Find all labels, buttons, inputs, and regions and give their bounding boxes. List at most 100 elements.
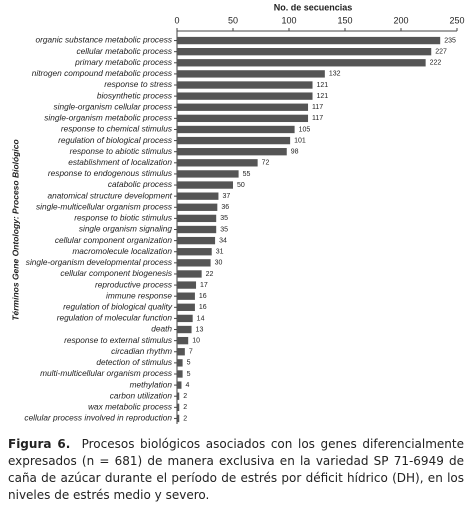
bar [177,403,180,411]
bar [177,281,197,289]
bar [177,103,309,111]
y-tick-label: carbon utilization [110,390,173,400]
x-tick-label: 150 [337,15,352,25]
y-tick-label: multi-multicellular organism process [40,368,172,378]
bar [177,92,313,100]
y-tick-label: anatomical structure development [47,190,172,200]
value-label: 13 [196,326,204,333]
y-tick-label: death [151,324,172,334]
value-label: 2 [183,415,187,422]
value-label: 105 [299,126,311,133]
y-tick-label: single-organism cellular process [53,101,172,111]
y-tick-label: reproductive process [95,279,172,289]
value-label: 117 [312,104,323,111]
value-label: 30 [215,260,223,267]
chart: No. de secuencias Términos Gene Ontology… [10,2,465,424]
value-label: 50 [237,182,245,189]
y-tick-label: regulation of biological process [58,135,172,145]
bar [177,292,195,300]
bar [177,325,192,334]
y-tick-label: cellular component biogenesis [60,268,172,278]
value-label: 5 [187,371,191,378]
value-label: 16 [199,304,207,311]
value-label: 72 [262,160,270,167]
value-label: 98 [291,149,299,156]
bar [177,70,325,78]
bar [177,203,218,211]
bar [177,59,426,67]
value-label: 36 [221,204,229,211]
y-tick-label: response to endogenous stimulus [48,168,172,178]
y-tick-label: single organism signaling [79,224,173,234]
bar [177,114,309,123]
bar [177,248,212,256]
y-tick-label: catabolic process [108,179,172,189]
value-label: 235 [444,37,456,44]
y-tick-label: detection of stimulus [96,357,172,367]
y-tick-label: response to biotic stimulus [74,213,172,223]
value-label: 34 [219,237,227,244]
caption: Figura 6. Procesos biológicos asociados … [8,436,464,504]
bar [177,236,216,245]
y-tick-label: response to chemical stimulus [61,124,172,134]
y-tick-label: circadian rhythm [111,346,172,356]
y-tick-label: regulation of biological quality [63,301,173,311]
value-label: 121 [317,82,329,89]
value-label: 22 [206,271,214,278]
value-label: 5 [187,360,191,367]
x-axis-title: No. de secuencias [274,2,353,12]
bar [177,36,441,45]
bar [177,359,183,367]
bar [177,225,217,234]
caption-label: Figura 6. [8,437,71,451]
y-tick-label: methylation [130,379,173,389]
y-tick-label: cellular process involved in reproductio… [24,413,172,423]
value-label: 101 [294,137,306,144]
x-tick-label: 0 [174,15,179,25]
x-tick-label: 50 [228,15,238,25]
x-tick-label: 250 [449,15,464,25]
bar [177,148,287,156]
bar [177,381,182,389]
value-label: 10 [192,337,200,344]
bar [177,159,258,167]
value-label: 4 [185,382,189,389]
value-label: 222 [430,60,442,67]
value-label: 117 [312,115,323,122]
bar [177,136,291,145]
y-tick-label: cellular component organization [55,235,173,245]
caption-text: Procesos biológicos asociados con los ge… [8,437,464,502]
bar [177,181,233,189]
y-tick-label: response to stress [104,79,172,89]
value-label: 132 [329,71,341,78]
y-tick-label: response to abiotic stimulus [70,146,172,156]
y-tick-label: biosynthetic process [97,90,172,100]
y-tick-label: response to external stimulus [64,335,172,345]
bar [177,170,239,178]
value-label: 35 [220,226,228,233]
bar [177,214,217,223]
y-tick-label: nitrogen compound metabolic process [32,68,172,78]
y-tick-label: immune response [106,290,172,300]
bar [177,348,185,356]
y-tick-label: wax metabolic process [88,402,172,412]
value-label: 121 [317,93,329,100]
value-label: 35 [220,215,228,222]
value-label: 227 [435,49,447,56]
bar [177,259,211,267]
bar [177,192,219,200]
value-label: 14 [197,315,205,322]
bar [177,81,313,89]
y-tick-label: cellular metabolic process [77,46,172,56]
y-tick-label: regulation of molecular function [57,313,173,323]
bar [177,414,180,423]
value-label: 17 [200,282,208,289]
y-axis-title: Términos Gene Ontology: Proceso Biológic… [10,139,20,320]
y-tick-label: single-organism developmental process [26,257,172,267]
bar [177,314,193,323]
x-tick-label: 100 [281,15,296,25]
value-label: 16 [199,293,207,300]
bar [177,48,432,56]
value-label: 2 [183,404,187,411]
